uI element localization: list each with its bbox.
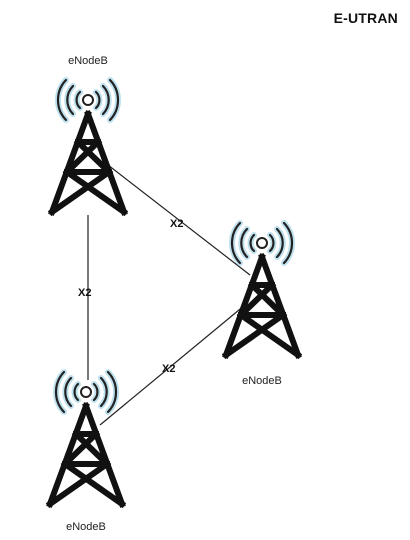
enodeb-tower-bottom: eNodeB (50, 372, 122, 533)
enodeb-tower-top: eNodeB (52, 55, 124, 212)
node-label-right: eNodeB (242, 375, 282, 387)
radio-tower-icon (226, 223, 298, 355)
link-top-right (107, 164, 251, 276)
radio-tower-icon (52, 80, 124, 212)
link-label-top-bottom: X2 (78, 287, 91, 299)
diagram-title: E-UTRAN (333, 10, 398, 26)
x2-links (87, 164, 251, 426)
link-label-top-right: X2 (170, 218, 183, 230)
link-bottom-right (99, 304, 246, 426)
radio-tower-icon (50, 372, 122, 504)
link-label-bottom-right: X2 (162, 363, 175, 375)
node-label-bottom: eNodeB (66, 521, 106, 533)
enodeb-tower-right: eNodeB (226, 223, 298, 387)
node-label-top: eNodeB (68, 55, 108, 67)
